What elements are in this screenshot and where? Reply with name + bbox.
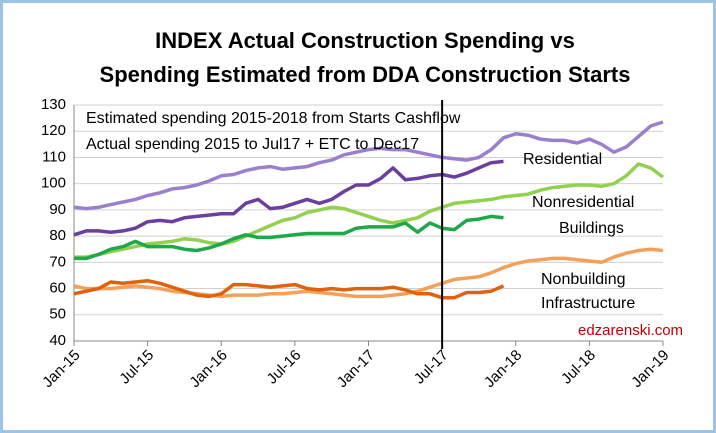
y-tick-label: 40: [49, 332, 66, 349]
chart-title: Spending Estimated from DDA Construction…: [100, 62, 631, 87]
y-tick-label: 90: [49, 201, 66, 218]
y-tick-label: 60: [49, 280, 66, 297]
series-line: [74, 214, 504, 261]
annotation: Residential: [523, 151, 602, 168]
y-tick-label: 110: [42, 148, 66, 165]
series-line: [73, 247, 664, 299]
y-tick-label: 50: [49, 306, 66, 323]
series-line: [73, 120, 664, 211]
y-tick-label: 130: [41, 96, 66, 113]
y-tick-label: 120: [41, 122, 66, 139]
annotation: Estimated spending 2015-2018 from Starts…: [86, 110, 461, 127]
series-line: [73, 278, 505, 300]
y-tick-label: 100: [41, 175, 66, 192]
y-tick-label: 80: [49, 227, 66, 244]
annotation: Buildings: [559, 220, 624, 237]
chart-title: INDEX Actual Construction Spending vs: [155, 28, 575, 53]
annotation: Nonresidential: [532, 194, 634, 211]
y-tick-label: 70: [49, 253, 66, 270]
annotation: Actual spending 2015 to Jul17 + ETC to D…: [86, 136, 419, 153]
series-line: [74, 162, 665, 259]
annotation: Infrastructure: [541, 295, 635, 312]
series-line: [73, 159, 504, 237]
source: edzarenski.com: [578, 322, 683, 339]
annotation: Nonbuilding: [541, 271, 626, 288]
